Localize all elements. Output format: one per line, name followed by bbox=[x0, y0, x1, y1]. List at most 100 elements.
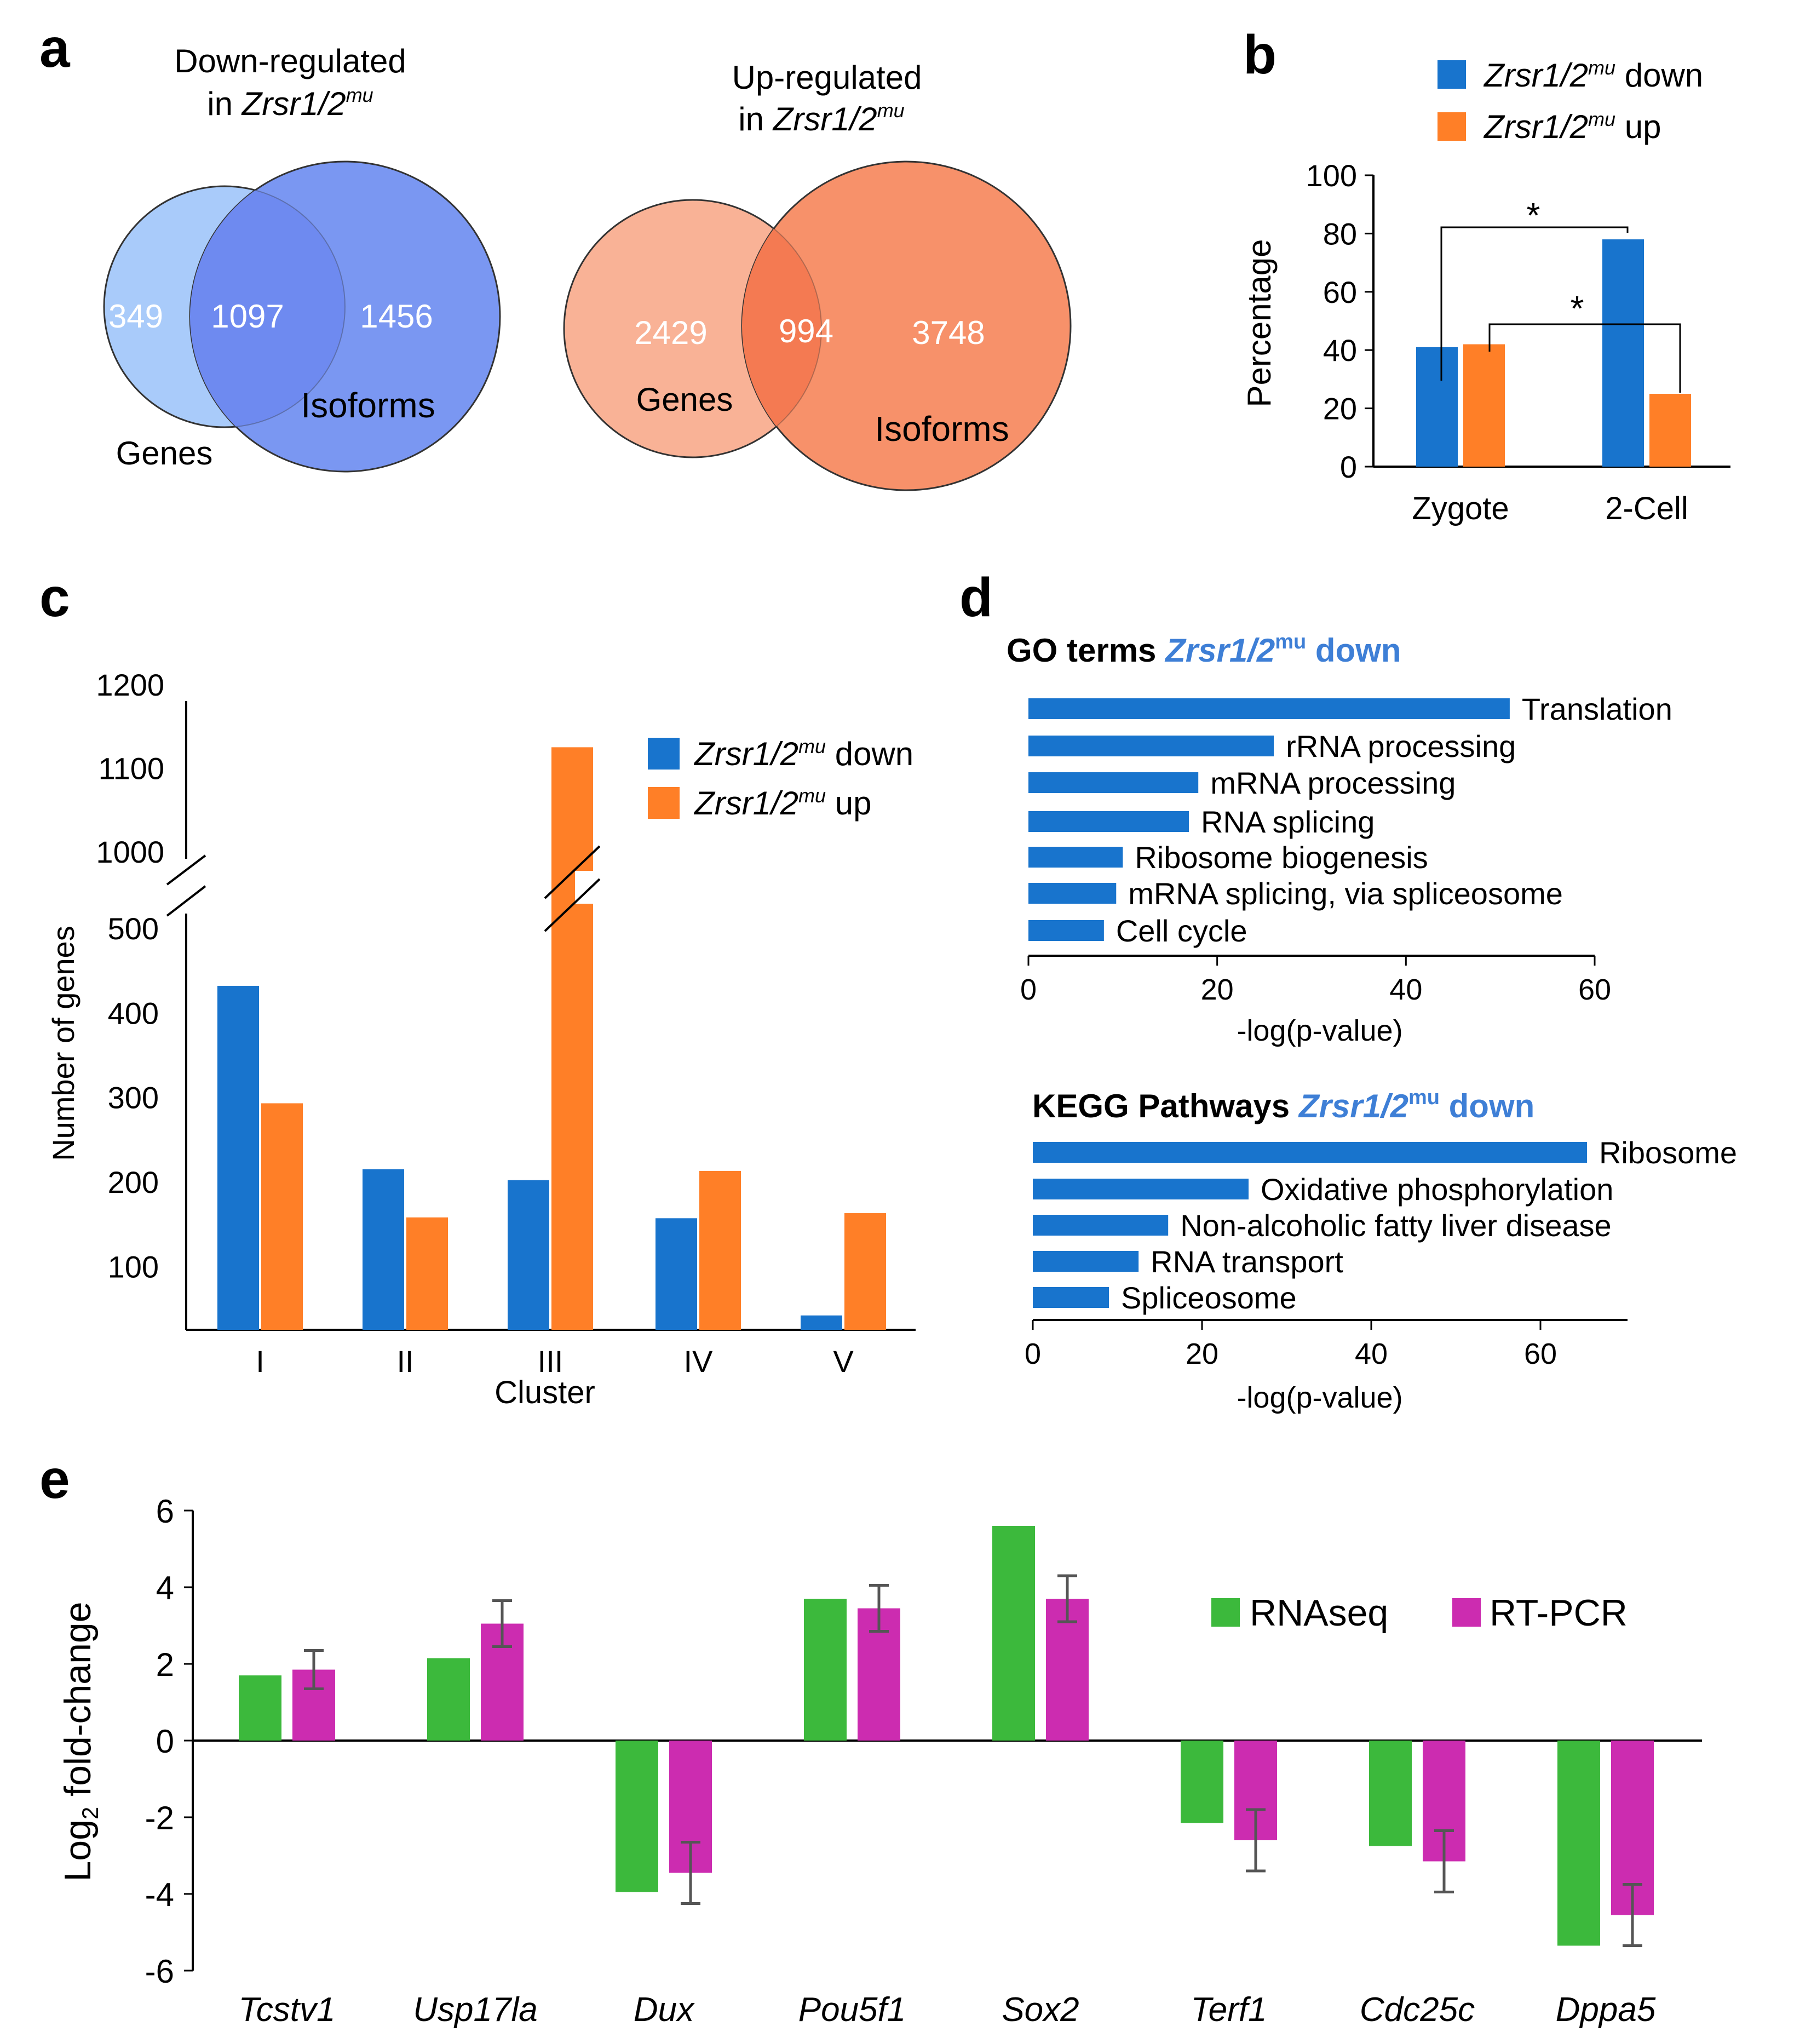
chart-d-bar-label: mRNA splicing, via spliceosome bbox=[1128, 876, 1563, 911]
chart-b-bar bbox=[1649, 394, 1691, 467]
chart-e-ytick-label: 2 bbox=[156, 1646, 174, 1683]
chart-c-bar bbox=[699, 1170, 741, 1330]
chart-d-bar-label: Ribosome biogenesis bbox=[1135, 840, 1428, 875]
chart-b-ylabel: Percentage bbox=[1241, 239, 1278, 407]
significance-bracket-up bbox=[1488, 323, 1681, 393]
venn-down-overlap bbox=[190, 186, 345, 427]
chart-c-ytick-label: 1200 bbox=[96, 668, 164, 702]
chart-e-bar bbox=[239, 1675, 281, 1741]
venn-down-genes-only: 349 bbox=[108, 298, 163, 335]
chart-c-bar bbox=[551, 747, 593, 1330]
chart-d-go: GO terms Zrsr1/2mu down TranslationrRNA … bbox=[1007, 630, 1672, 1047]
chart-c-bar bbox=[406, 1217, 448, 1330]
bar-break-mark bbox=[544, 845, 601, 899]
legend-c-up-swatch bbox=[648, 787, 680, 819]
chart-d-bar-label: Ribosome bbox=[1599, 1135, 1737, 1170]
venn-up-title-line1: Up-regulated bbox=[732, 59, 922, 96]
legend-c-up-label: Zrsr1/2mu up bbox=[693, 784, 871, 822]
chart-e-xtick-label: Tcstv1 bbox=[239, 1991, 336, 2029]
chart-c-ytick-label: 400 bbox=[108, 996, 159, 1030]
chart-d-bar bbox=[1028, 736, 1274, 756]
chart-e-ylabel: Log2 fold-change bbox=[57, 1601, 103, 1881]
legend-b-up-label: Zrsr1/2mu up bbox=[1483, 108, 1661, 145]
chart-c-ytick-label: 300 bbox=[108, 1081, 159, 1115]
bar-break-gap bbox=[575, 871, 614, 904]
chart-d-xtick-label: 0 bbox=[1025, 1337, 1041, 1370]
chart-d-bar bbox=[1028, 920, 1104, 941]
chart-e: -6 -4 -2 0 2 4 6 Tcstv1 Usp17la Dux Pou5f1 Sox2 Ter… bbox=[57, 1493, 1702, 2029]
venn-down-isoforms-only: 1456 bbox=[360, 298, 433, 335]
chart-d-kegg: KEGG Pathways Zrsr1/2mu down RibosomeOxi… bbox=[1025, 1086, 1737, 1414]
venn-up: Up-regulated in Zrsr1/2mu 2429 994 3748 … bbox=[563, 59, 1072, 491]
significance-bracket-down bbox=[1440, 226, 1629, 381]
chart-d-bar-label: Cell cycle bbox=[1116, 914, 1247, 948]
chart-e-ytick-label: 0 bbox=[156, 1723, 174, 1760]
chart-c-bar bbox=[656, 1218, 697, 1330]
chart-b-xtick-label: Zygote bbox=[1412, 491, 1509, 526]
chart-e-xtick-label: Cdc25c bbox=[1360, 1991, 1475, 2029]
chart-c-bar bbox=[217, 985, 259, 1330]
legend-b-down-swatch bbox=[1438, 60, 1466, 89]
chart-b-xtick-label: 2-Cell bbox=[1605, 491, 1688, 526]
chart-d-xtick-label: 60 bbox=[1524, 1337, 1557, 1370]
significance-star-down: * bbox=[1527, 196, 1540, 235]
chart-c-xtick-label: IV bbox=[684, 1344, 714, 1379]
chart-d-bar bbox=[1033, 1287, 1109, 1308]
chart-d-bar bbox=[1033, 1179, 1249, 1199]
chart-c-xtick-label: II bbox=[396, 1344, 413, 1379]
chart-d-bar bbox=[1028, 847, 1123, 868]
chart-e-ytick-label: -2 bbox=[145, 1800, 174, 1836]
chart-d-xtick-label: 0 bbox=[1020, 973, 1037, 1006]
chart-d-go-title: GO terms Zrsr1/2mu down bbox=[1007, 630, 1401, 669]
chart-d-xtick-label: 40 bbox=[1355, 1337, 1388, 1370]
chart-d-xtick-label: 20 bbox=[1201, 973, 1234, 1006]
venn-up-isoforms-label: Isoforms bbox=[875, 409, 1009, 449]
venn-down: Down-regulated in Zrsr1/2mu 349 1097 145… bbox=[103, 43, 501, 473]
chart-d-bar bbox=[1028, 883, 1117, 904]
chart-d-bar bbox=[1028, 698, 1510, 719]
chart-d-bar-label: Translation bbox=[1522, 692, 1672, 726]
chart-e-xtick-label: Dux bbox=[634, 1991, 695, 2029]
chart-b-ytick-label: 80 bbox=[1323, 216, 1357, 251]
chart-d-bar bbox=[1033, 1215, 1169, 1236]
chart-e-ytick-label: 4 bbox=[156, 1570, 174, 1606]
panel-label-a: a bbox=[39, 18, 71, 79]
chart-c-xlabel: Cluster bbox=[495, 1375, 595, 1410]
chart-d-bar bbox=[1033, 1251, 1139, 1272]
chart-b-ytick-label: 20 bbox=[1323, 392, 1357, 426]
chart-b-ytick-label: 60 bbox=[1323, 275, 1357, 309]
axis-break-mark bbox=[166, 854, 206, 886]
venn-up-title-line2: in Zrsr1/2mu bbox=[738, 99, 904, 137]
chart-e-xtick-label: Usp17la bbox=[413, 1991, 537, 2029]
panel-label-e: e bbox=[39, 1449, 70, 1510]
chart-c-ylabel: Number of genes bbox=[46, 926, 81, 1161]
chart-d-bar-label: Spliceosome bbox=[1121, 1281, 1297, 1315]
chart-d-kegg-title: KEGG Pathways Zrsr1/2mu down bbox=[1032, 1086, 1534, 1124]
chart-b-bar bbox=[1602, 239, 1644, 467]
chart-d-bar bbox=[1033, 1142, 1587, 1163]
chart-e-bar bbox=[804, 1599, 847, 1741]
venn-up-isoforms-only: 3748 bbox=[912, 314, 985, 351]
chart-c-ytick-label: 1000 bbox=[96, 835, 164, 869]
chart-d-bar-label: RNA transport bbox=[1151, 1244, 1343, 1279]
chart-d-go-xlabel: -log(p-value) bbox=[1237, 1014, 1402, 1047]
legend-c-down-label: Zrsr1/2mu down bbox=[693, 735, 913, 772]
chart-d-bar bbox=[1028, 772, 1199, 793]
chart-c-xtick-label: V bbox=[833, 1344, 854, 1379]
chart-d-kegg-xlabel: -log(p-value) bbox=[1237, 1381, 1402, 1414]
chart-e-bar bbox=[427, 1658, 470, 1741]
venn-down-title-line1: Down-regulated bbox=[174, 43, 406, 79]
chart-e-ytick-label: 6 bbox=[156, 1493, 174, 1530]
chart-b-bar bbox=[1416, 347, 1458, 467]
chart-e-bar bbox=[992, 1526, 1035, 1741]
legend-e-rtpcr-swatch bbox=[1452, 1598, 1481, 1627]
chart-b: Zrsr1/2mu down Zrsr1/2mu up Percentage 0… bbox=[1241, 56, 1730, 526]
chart-c-bar bbox=[261, 1103, 303, 1330]
chart-e-bar bbox=[1557, 1741, 1600, 1946]
chart-d-xtick-label: 40 bbox=[1389, 973, 1422, 1006]
significance-star-up: * bbox=[1571, 289, 1584, 328]
panel-label-d: d bbox=[959, 567, 993, 628]
